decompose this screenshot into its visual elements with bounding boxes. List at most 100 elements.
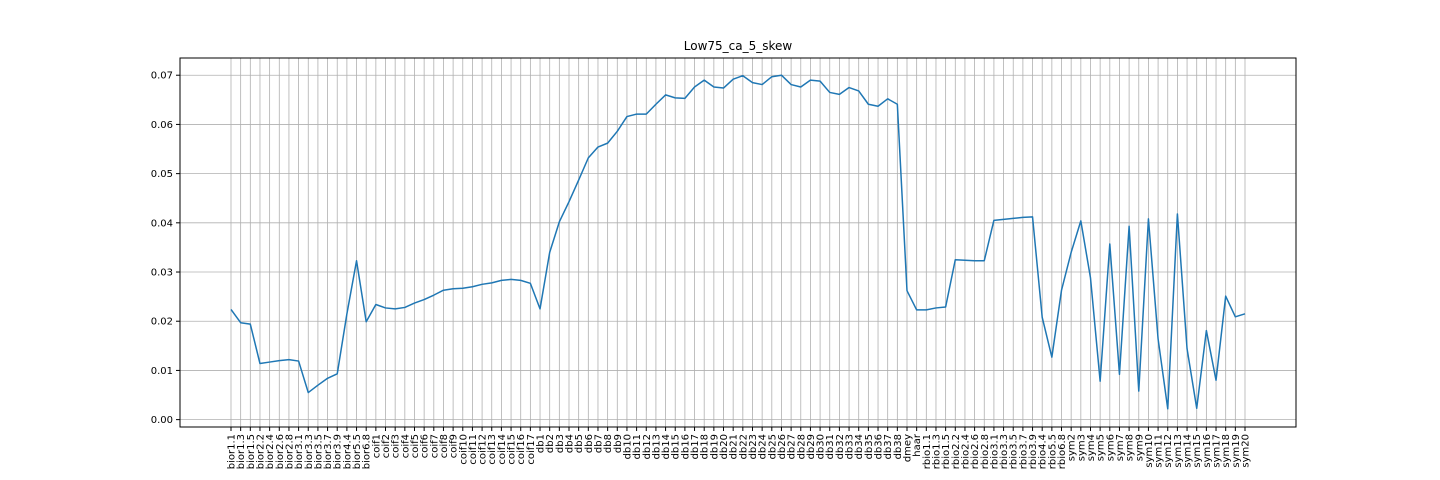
data-point [626,115,628,117]
data-point [732,78,734,80]
data-point [481,283,483,285]
x-tick-label: sym4 [1086,434,1097,461]
data-point [867,103,869,105]
data-point [433,294,435,296]
series-line [230,74,1246,410]
x-tick-label: db13 [651,434,662,459]
x-tick-label: db38 [893,434,904,459]
data-point [886,98,888,100]
x-tick-label: rbio4.4 [1038,434,1049,469]
data-point [606,142,608,144]
x-tick-label: db8 [603,434,614,453]
y-tick-label: 0.03 [151,268,173,279]
x-tick-label: bior3.1 [294,434,305,469]
data-point [1051,356,1053,358]
x-tick-label: db22 [738,434,749,459]
x-tick-label: bior3.9 [333,434,344,469]
data-point [1244,313,1246,315]
x-tick-label: coif17 [526,434,537,465]
data-point [616,130,618,132]
grid-lines [180,58,1296,427]
data-point [896,103,898,105]
plot-frame [179,57,1297,428]
data-point [1099,380,1101,382]
data-point [539,308,541,310]
x-tick-label: rbio2.2 [951,434,962,469]
x-tick-label: coif7 [429,434,440,458]
data-point [684,97,686,99]
x-tick-label: db36 [874,434,885,459]
x-tick-label: db37 [883,434,894,459]
x-tick-label: rbio1.3 [931,434,942,469]
data-point [848,86,850,88]
x-tick-label: coif5 [410,434,421,458]
x-tick-label: db20 [719,434,730,459]
data-point [1041,316,1043,318]
data-point [713,86,715,88]
y-tick-label: 0.02 [151,317,173,328]
x-tick-label: db21 [729,434,740,459]
x-tick-label: dmey [903,434,914,462]
data-point [973,260,975,262]
x-tick-label: db28 [796,434,807,459]
x-tick-label: coif8 [439,434,450,458]
x-tick-label: db27 [787,434,798,459]
data-point [520,279,522,281]
x-tick-label: coif13 [487,434,498,465]
data-point [915,309,917,311]
data-point [1089,277,1091,279]
data-point [365,321,367,323]
data-point [1109,243,1111,245]
x-tick-label: sym12 [1163,434,1174,468]
x-tick-label: db25 [767,434,778,459]
x-tick-label: sym7 [1115,434,1126,461]
x-tick-label: bior1.3 [236,434,247,469]
data-point [761,83,763,85]
y-tick-label: 0.00 [151,415,173,426]
x-tick-label: db14 [661,434,672,459]
x-tick-label: coif6 [420,434,431,458]
data-point [819,80,821,82]
data-point [404,306,406,308]
data-point [693,86,695,88]
x-tick-label: bior1.5 [246,434,257,469]
data-point [568,200,570,202]
x-tick-label: sym17 [1212,434,1223,468]
data-point [1167,408,1169,410]
x-tick-label: db34 [854,434,865,459]
x-tick-label: db5 [574,434,585,453]
data-point [346,313,348,315]
x-axis: bior1.1bior1.3bior1.5bior2.2bior2.4bior2… [227,427,1252,469]
x-tick-label: rbio5.5 [1047,434,1058,469]
x-tick-label: sym3 [1076,434,1087,461]
x-tick-label: haar [912,433,923,457]
x-tick-label: bior2.4 [265,434,276,469]
x-tick-label: db32 [835,434,846,459]
y-tick-label: 0.04 [151,218,173,229]
x-tick-label: bior5.5 [352,434,363,469]
data-point [858,90,860,92]
data-point [491,282,493,284]
x-tick-label: sym6 [1105,434,1116,461]
x-tick-label: rbio1.5 [941,434,952,469]
data-point [510,278,512,280]
x-tick-label: bior2.6 [275,434,286,469]
x-tick-label: db4 [565,434,576,453]
x-tick-label: coif15 [507,434,518,465]
data-point [1070,251,1072,253]
x-tick-label: sym18 [1221,434,1232,468]
data-point [1186,348,1188,350]
x-tick-label: bior2.2 [255,434,266,469]
data-point [1147,218,1149,220]
data-point [587,157,589,159]
x-tick-label: db7 [593,434,604,453]
data-point [655,103,657,105]
x-tick-label: sym14 [1183,434,1194,468]
x-tick-label: db18 [700,434,711,459]
x-tick-label: rbio3.3 [999,434,1010,469]
data-point [317,384,319,386]
x-tick-label: bior3.3 [304,434,315,469]
x-tick-label: sym2 [1067,434,1078,461]
x-tick-label: rbio3.1 [989,434,1000,469]
